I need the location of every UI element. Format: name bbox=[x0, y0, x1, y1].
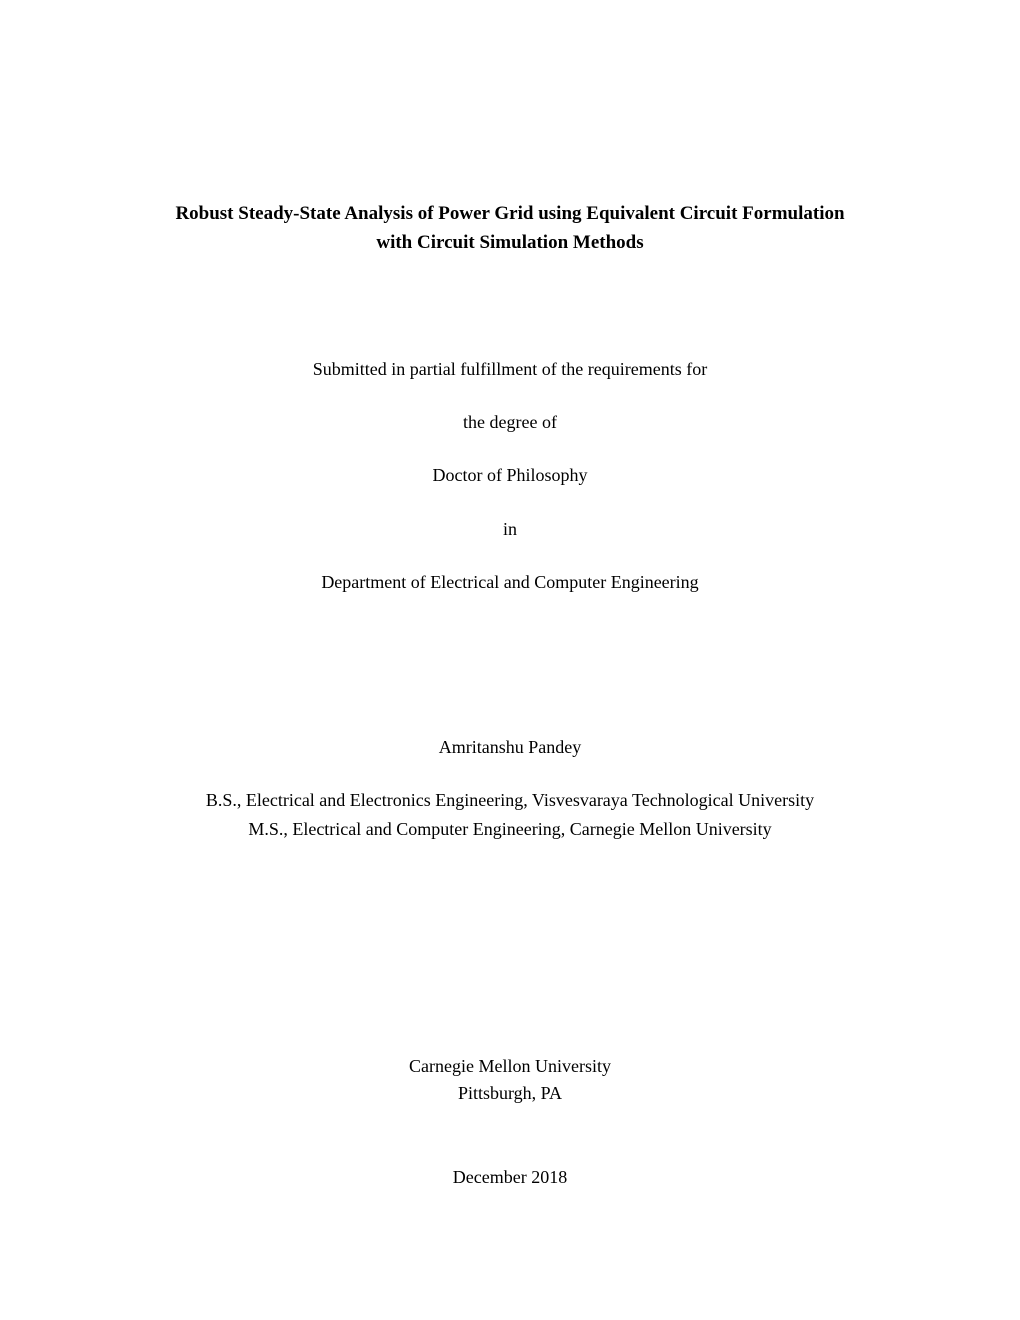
department-name: Department of Electrical and Computer En… bbox=[100, 570, 920, 595]
title-line-1: Robust Steady-State Analysis of Power Gr… bbox=[100, 200, 920, 229]
author-credential-ms: M.S., Electrical and Computer Engineerin… bbox=[100, 817, 920, 842]
author-credential-bs: B.S., Electrical and Electronics Enginee… bbox=[100, 788, 920, 813]
author-section: Amritanshu Pandey B.S., Electrical and E… bbox=[100, 735, 920, 843]
thesis-title: Robust Steady-State Analysis of Power Gr… bbox=[100, 200, 920, 257]
institution-location: Pittsburgh, PA bbox=[100, 1080, 920, 1107]
institution-name: Carnegie Mellon University bbox=[100, 1053, 920, 1080]
degree-name: Doctor of Philosophy bbox=[100, 463, 920, 488]
submission-date: December 2018 bbox=[100, 1167, 920, 1188]
author-name: Amritanshu Pandey bbox=[100, 735, 920, 760]
submission-statement: Submitted in partial fulfillment of the … bbox=[100, 357, 920, 595]
submission-line-2: the degree of bbox=[100, 410, 920, 435]
title-line-2: with Circuit Simulation Methods bbox=[100, 229, 920, 258]
institution-section: Carnegie Mellon University Pittsburgh, P… bbox=[100, 1053, 920, 1107]
submission-line-4: in bbox=[100, 517, 920, 542]
submission-line-1: Submitted in partial fulfillment of the … bbox=[100, 357, 920, 382]
